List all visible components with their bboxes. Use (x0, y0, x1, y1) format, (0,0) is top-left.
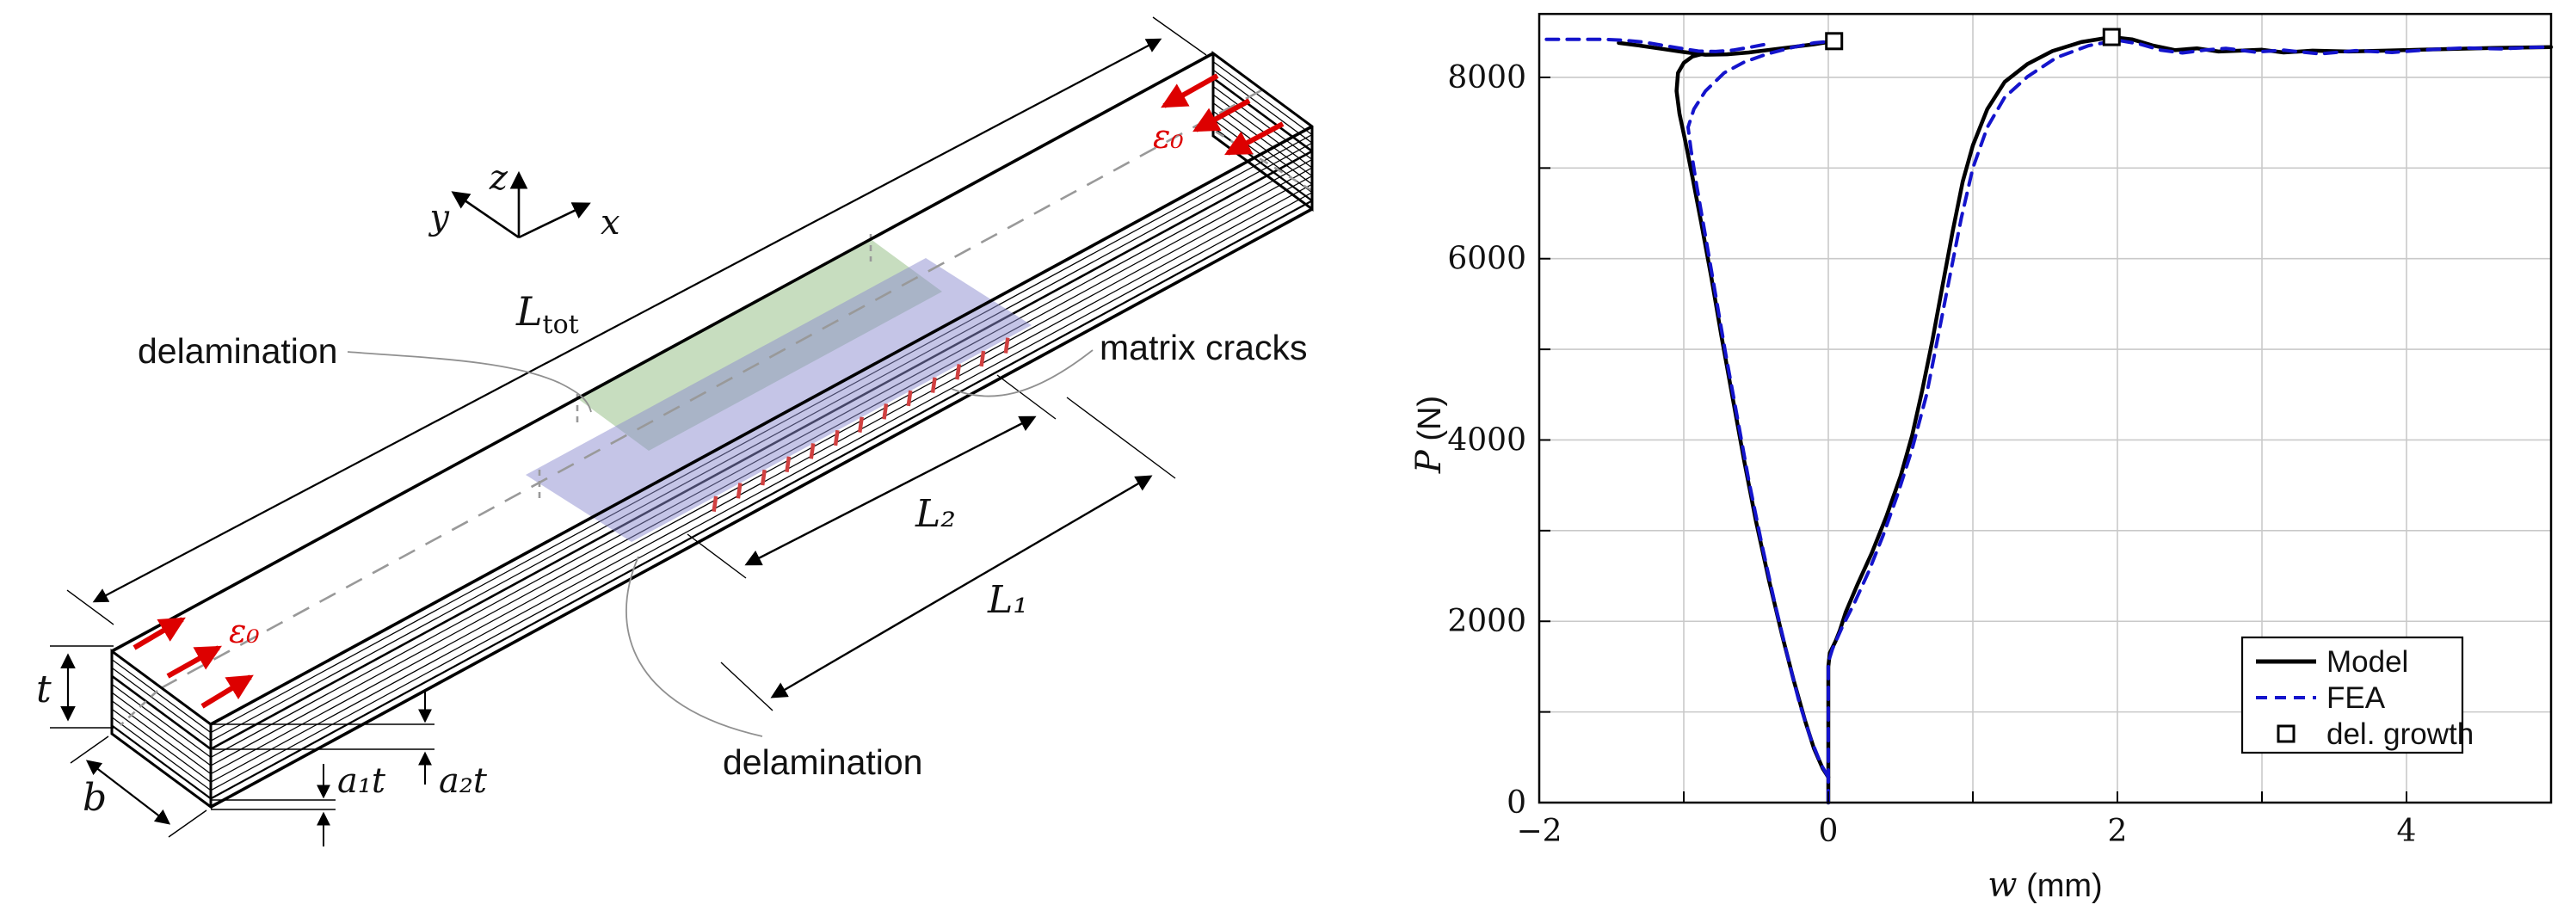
ply-line-left-end (111, 667, 212, 742)
ply-line-right-end (1212, 102, 1313, 177)
legend-label: Model (2326, 645, 2408, 679)
axis-y-label: y (428, 198, 450, 237)
series-fea (1827, 38, 2553, 804)
ltot-dimension (66, 16, 1207, 625)
matrix-crack-tick (858, 416, 864, 433)
legend-sample-square (2277, 724, 2296, 743)
y-tick-label: 6000 (1447, 242, 1526, 277)
ltot-label: Ltot (515, 288, 579, 340)
series-fea (1686, 39, 1836, 779)
ply-line-right-end (1212, 110, 1313, 185)
y-tick-label: 0 (1507, 785, 1526, 821)
ply-line-left-end (111, 674, 212, 750)
b-label: b (83, 776, 107, 820)
epsilon0-left-label: ε₀ (229, 612, 260, 650)
ply-line-left-end (111, 717, 212, 791)
t-dimension (50, 645, 114, 729)
y-tick-label: 8000 (1447, 60, 1526, 95)
series-model (1674, 52, 1831, 779)
beam-diagram: delamination delamination matrix cracks … (36, 16, 1314, 846)
delamination-growth-marker (2102, 28, 2121, 46)
ltot-main: L (515, 288, 543, 335)
axis-ticks (1538, 76, 2552, 803)
annotation-leaders (347, 349, 1094, 737)
delamination-growth-marker (1825, 32, 1844, 51)
strain-arrows-right (1161, 73, 1285, 156)
a1t-dimension (211, 764, 336, 846)
series-fea (1544, 37, 1772, 53)
matrix-crack-tick (736, 483, 743, 499)
y-tick-label: 2000 (1447, 604, 1526, 639)
t-label: t (36, 668, 52, 711)
plot-border (1538, 12, 2553, 804)
coordinate-axes (451, 170, 591, 239)
matrix-cracks-label: matrix cracks (1100, 328, 1307, 367)
matrix-crack-tick (906, 390, 913, 407)
x-tick-label: 4 (2397, 814, 2417, 849)
ply-line-side (210, 200, 1313, 800)
x-tick-label: 0 (1819, 814, 1839, 849)
epsilon0-right-label: ε₀ (1153, 118, 1184, 156)
x-tick-label: −2 (1516, 814, 1562, 849)
matrix-crack-tick (1003, 337, 1010, 354)
x-tick-label: 2 (2108, 814, 2128, 849)
axis-x-label: x (601, 203, 620, 243)
ply-line-right-end (1212, 69, 1313, 144)
ply-line-right-end (1212, 77, 1313, 152)
b-dimension (70, 735, 207, 838)
ply-line-left-end (111, 683, 212, 758)
matrix-crack-tick (833, 429, 840, 446)
l1-label: L₁ (987, 578, 1028, 622)
matrix-crack-tick (930, 377, 937, 393)
y-axis-label: P (N) (1411, 396, 1449, 474)
a2t-dimension (211, 690, 434, 785)
l1-dimension (720, 397, 1176, 711)
y-tick-label: 4000 (1447, 422, 1526, 458)
axis-z-label: z (489, 158, 508, 198)
x-axis-label: w (mm) (1987, 865, 2102, 905)
matrix-crack-tick (979, 350, 986, 367)
matrix-crack-tick (785, 456, 792, 472)
a2t-label: a₂t (439, 761, 488, 801)
matrix-crack-tick (760, 469, 767, 486)
l2-label: L₂ (915, 492, 956, 536)
matrix-crack-tick (809, 443, 816, 459)
delamination-top-label: delamination (138, 331, 338, 371)
a1t-label: a₁t (337, 761, 386, 801)
legend-label: del. growth (2326, 717, 2474, 751)
ply-line-right-end (1212, 61, 1313, 136)
delamination-bottom-label: delamination (723, 742, 923, 782)
legend-label: FEA (2326, 681, 2386, 715)
matrix-crack-tick (882, 403, 889, 420)
ply-line-right-end (1212, 85, 1313, 160)
ply-line-left-end (111, 659, 212, 734)
ply-line-side (210, 175, 1313, 775)
ply-line-left-end (111, 708, 212, 783)
ply-line-left-end (111, 700, 212, 775)
matrix-crack-tick (955, 364, 962, 380)
ltot-sub: tot (543, 310, 579, 340)
matrix-crack-tick (712, 495, 718, 513)
ply-line-left-end (111, 692, 212, 766)
strain-arrows-left (132, 617, 254, 709)
